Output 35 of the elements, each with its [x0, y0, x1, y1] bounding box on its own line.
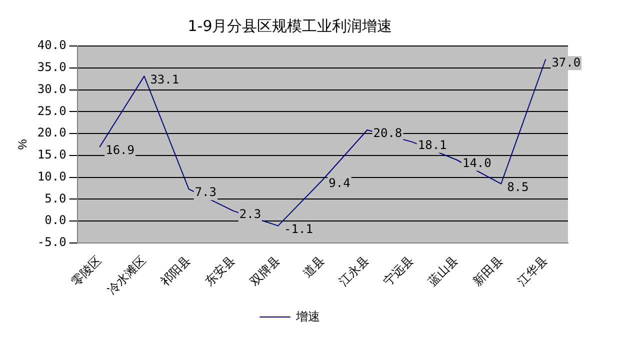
y-tick-label: 0.0: [44, 213, 66, 228]
x-tick-label: 道县: [300, 253, 327, 280]
y-tick-label: -5.0: [37, 235, 66, 249]
data-label: 18.1: [418, 138, 447, 152]
x-tick-label: 蓝山县: [425, 253, 461, 289]
data-label: 33.1: [150, 72, 180, 86]
x-tick-label: 双牌县: [247, 253, 282, 289]
data-label: 20.8: [373, 126, 402, 140]
y-tick-label: 30.0: [37, 82, 66, 96]
data-label: 37.0: [552, 55, 581, 70]
x-tick-label: 零陵区: [68, 253, 104, 289]
x-tick-label: 江永县: [336, 253, 372, 289]
x-tick-label: 宁远县: [380, 253, 416, 289]
data-label: 2.3: [239, 207, 262, 222]
y-axis-title: %: [16, 138, 30, 150]
data-label: 8.5: [507, 180, 529, 194]
data-label: 7.3: [194, 185, 217, 200]
x-tick-label: 江华县: [514, 253, 550, 289]
x-tick-label: 冷水滩区: [104, 253, 149, 298]
y-tick-label: 20.0: [37, 126, 66, 140]
y-tick-label: 10.0: [37, 169, 66, 184]
x-tick-label: 新田县: [470, 253, 506, 289]
data-label: -1.1: [284, 222, 313, 236]
y-tick-label: 15.0: [37, 148, 66, 162]
data-label: 14.0: [462, 156, 492, 170]
legend-label: 增速: [295, 309, 320, 324]
y-tick-label: 40.0: [37, 38, 66, 52]
y-tick-label: 5.0: [44, 191, 66, 206]
chart-title: 1-9月分县区规模工业利润增速: [188, 16, 392, 35]
x-tick-label: 祁阳县: [158, 253, 194, 289]
x-tick-label: 东安县: [202, 253, 238, 289]
y-tick-label: 35.0: [37, 60, 66, 74]
y-tick-label: 25.0: [37, 104, 66, 118]
data-label: 16.9: [106, 143, 135, 158]
data-label: 9.4: [328, 176, 350, 190]
